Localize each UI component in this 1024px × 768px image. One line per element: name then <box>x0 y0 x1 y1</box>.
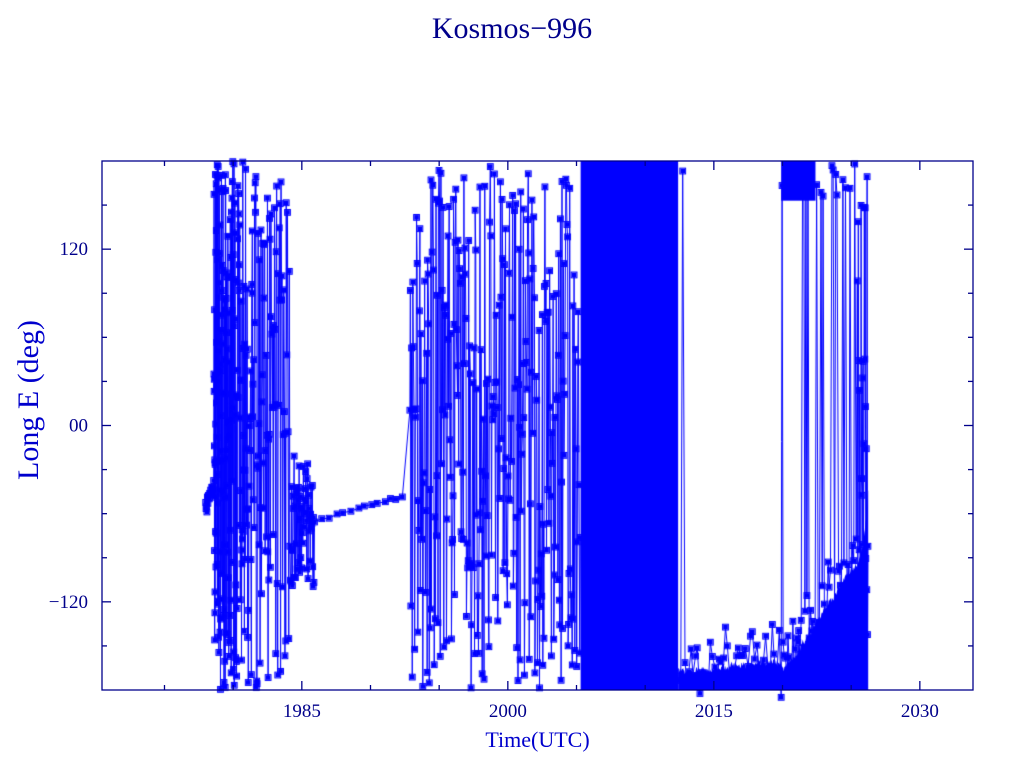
svg-text:−120: −120 <box>49 592 88 613</box>
svg-text:1985: 1985 <box>283 701 321 722</box>
svg-text:2015: 2015 <box>695 701 733 722</box>
svg-text:00: 00 <box>69 416 88 437</box>
svg-text:2030: 2030 <box>901 701 939 722</box>
svg-text:120: 120 <box>60 239 89 260</box>
svg-text:2000: 2000 <box>489 701 527 722</box>
